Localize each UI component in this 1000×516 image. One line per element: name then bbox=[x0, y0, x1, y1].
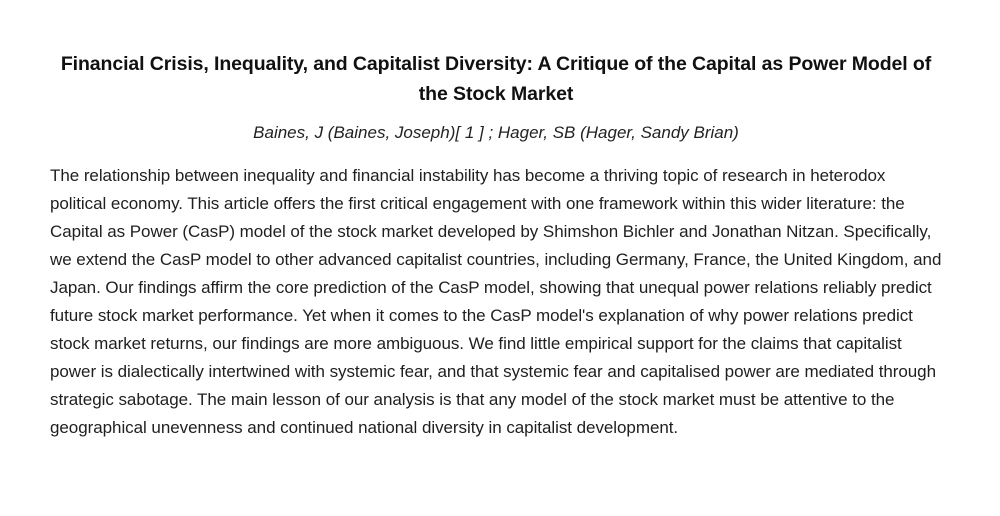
paper-abstract: The relationship between inequality and … bbox=[50, 166, 942, 437]
paper-record: Financial Crisis, Inequality, and Capita… bbox=[50, 49, 942, 442]
paper-authors: Baines, J (Baines, Joseph)[ 1 ] ; Hager,… bbox=[253, 123, 739, 142]
paper-title: Financial Crisis, Inequality, and Capita… bbox=[60, 53, 932, 105]
